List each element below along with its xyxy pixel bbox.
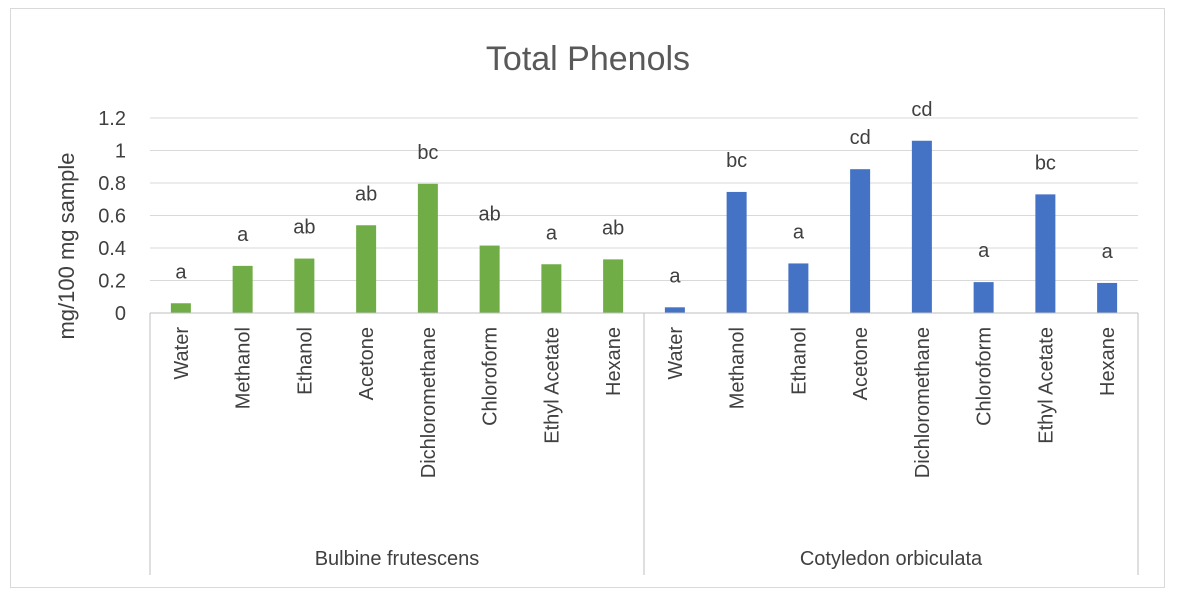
category-label: Methanol bbox=[233, 327, 255, 409]
data-label: a bbox=[793, 221, 805, 243]
bars bbox=[170, 140, 1118, 313]
y-tick-label: 0.2 bbox=[98, 271, 126, 293]
y-tick-label: 0.8 bbox=[98, 173, 126, 195]
category-label: Chloroform bbox=[974, 327, 996, 426]
category-label: Ethanol bbox=[294, 327, 316, 395]
bar bbox=[664, 307, 685, 313]
data-label: bc bbox=[726, 150, 747, 172]
bar bbox=[170, 303, 191, 313]
chart-title: Total Phenols bbox=[486, 40, 690, 78]
category-label: Acetone bbox=[850, 327, 872, 400]
data-label: ab bbox=[479, 204, 501, 226]
data-label: cd bbox=[911, 99, 932, 121]
bar bbox=[541, 264, 562, 313]
y-tick-label: 0 bbox=[115, 303, 126, 325]
bar bbox=[1097, 282, 1118, 313]
bar bbox=[726, 191, 747, 313]
bar bbox=[911, 140, 932, 313]
category-labels: Water Methanol Ethanol Acetone Dichlorometha… bbox=[171, 327, 1119, 479]
data-label: a bbox=[669, 265, 681, 287]
y-tick-labels: 0 0.2 0.4 0.6 0.8 1 1.2 bbox=[98, 108, 126, 325]
data-label: bc bbox=[417, 142, 438, 164]
data-label: a bbox=[1102, 241, 1114, 263]
y-tick-label: 0.6 bbox=[98, 206, 126, 228]
data-label: a bbox=[978, 240, 990, 262]
group-label: Cotyledon orbiculata bbox=[800, 548, 983, 570]
bar bbox=[232, 265, 253, 313]
bar bbox=[850, 169, 871, 313]
bar bbox=[356, 225, 377, 313]
category-label: Dichloromethane bbox=[418, 327, 440, 478]
data-label: a bbox=[237, 224, 249, 246]
category-label: Water bbox=[171, 327, 193, 380]
y-axis-label: mg/100 mg sample bbox=[54, 152, 79, 339]
bar bbox=[788, 263, 809, 313]
y-tick-label: 0.4 bbox=[98, 238, 126, 260]
data-labels: a a ab ab bc ab a ab a bc a cd cd a bc a bbox=[175, 99, 1113, 288]
category-label: Dichloromethane bbox=[912, 327, 934, 478]
category-label: Chloroform bbox=[480, 327, 502, 426]
bar bbox=[294, 258, 315, 313]
data-label: ab bbox=[355, 183, 377, 205]
data-label: bc bbox=[1035, 152, 1056, 174]
data-label: cd bbox=[850, 127, 871, 149]
data-label: a bbox=[175, 261, 187, 283]
category-label: Water bbox=[665, 327, 687, 380]
gridlines bbox=[150, 117, 1138, 281]
category-label: Hexane bbox=[1097, 327, 1119, 396]
y-tick-label: 1 bbox=[115, 141, 126, 163]
bar bbox=[973, 282, 994, 313]
bar bbox=[603, 259, 624, 313]
data-label: a bbox=[546, 222, 558, 244]
bar bbox=[479, 245, 500, 313]
bar bbox=[417, 183, 438, 313]
category-label: Acetone bbox=[356, 327, 378, 400]
group-labels: Bulbine frutescens Cotyledon orbiculata bbox=[315, 548, 983, 570]
bar bbox=[1035, 194, 1056, 313]
category-label: Ethyl Acetate bbox=[1035, 327, 1057, 444]
chart-frame bbox=[10, 8, 1165, 588]
x-axis bbox=[149, 312, 1139, 575]
category-label: Ethyl Acetate bbox=[541, 327, 563, 444]
data-label: ab bbox=[293, 217, 315, 239]
data-label: ab bbox=[602, 217, 624, 239]
group-label: Bulbine frutescens bbox=[315, 548, 480, 570]
category-label: Methanol bbox=[727, 327, 749, 409]
category-label: Ethanol bbox=[788, 327, 810, 395]
y-tick-label: 1.2 bbox=[98, 108, 126, 130]
category-label: Hexane bbox=[603, 327, 625, 396]
